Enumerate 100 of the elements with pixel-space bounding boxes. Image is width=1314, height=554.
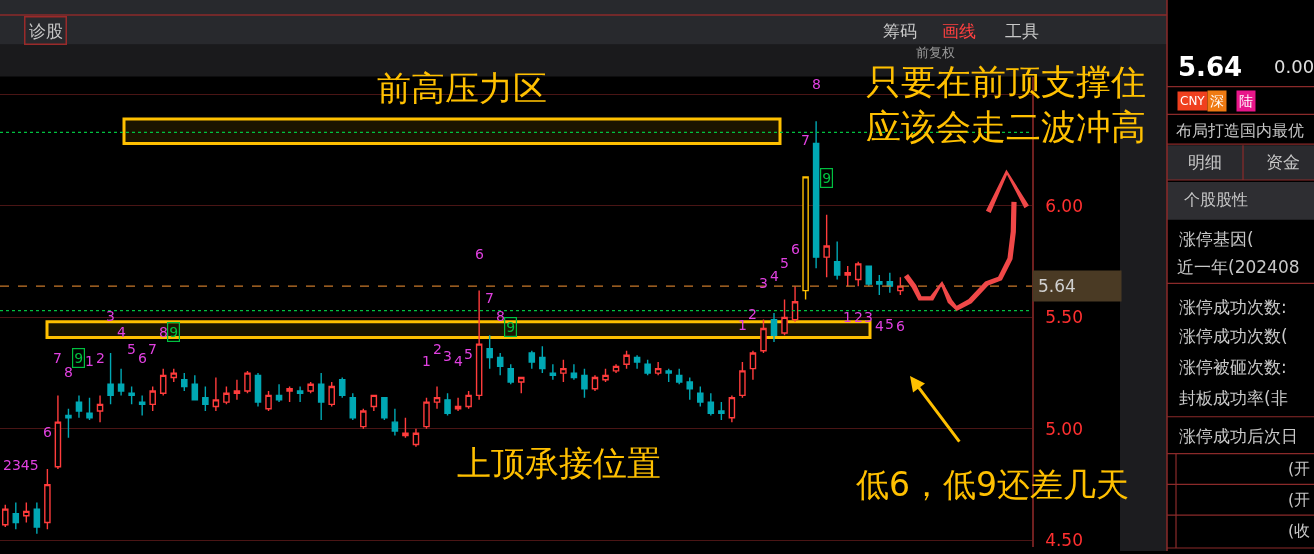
candlestick bbox=[665, 367, 672, 383]
candlestick bbox=[739, 361, 746, 399]
candlestick bbox=[212, 376, 220, 412]
candlestick bbox=[865, 265, 873, 287]
y-tick-label: 6.00 bbox=[1045, 195, 1084, 216]
annotation: 4 bbox=[875, 318, 884, 334]
candlestick bbox=[760, 318, 767, 354]
candlestick bbox=[138, 394, 146, 417]
candlestick bbox=[539, 345, 546, 374]
annotation: 8 bbox=[812, 76, 821, 92]
annotation: 8 bbox=[159, 324, 168, 340]
text: 画线 bbox=[942, 21, 976, 41]
annotation: 2345 bbox=[3, 457, 39, 473]
text: 工具 bbox=[1005, 21, 1039, 41]
candlestick bbox=[244, 370, 251, 394]
text: 布局打造国内最优 bbox=[1176, 121, 1304, 140]
candlestick bbox=[96, 394, 104, 423]
annotation: 5 bbox=[464, 346, 473, 362]
candlestick bbox=[12, 501, 20, 530]
candlestick bbox=[65, 408, 72, 439]
candlestick bbox=[202, 385, 209, 412]
candlestick bbox=[338, 376, 346, 399]
annotation: 7 bbox=[53, 350, 62, 366]
candlestick bbox=[591, 374, 599, 392]
candlestick bbox=[181, 372, 188, 392]
candlestick bbox=[854, 260, 862, 287]
candlestick bbox=[570, 363, 578, 381]
candlestick bbox=[23, 501, 30, 524]
text: 涨停成功次数: bbox=[1179, 297, 1287, 317]
candlestick bbox=[612, 363, 620, 374]
text: 资金 bbox=[1266, 152, 1300, 172]
annotation: 7 bbox=[148, 341, 157, 357]
candlestick bbox=[623, 350, 630, 370]
annotation: 3 bbox=[443, 348, 452, 364]
candlestick bbox=[697, 385, 704, 408]
candlestick bbox=[475, 289, 483, 401]
text: 封板成功率(非 bbox=[1179, 388, 1288, 408]
candlestick bbox=[86, 396, 93, 421]
candlestick bbox=[360, 408, 367, 430]
candlestick bbox=[728, 394, 736, 423]
band-label: 前高压力区 bbox=[377, 68, 547, 108]
text: 筹码 bbox=[883, 21, 917, 41]
candlestick bbox=[791, 285, 799, 323]
candlestick bbox=[381, 396, 388, 421]
annotation: 3 bbox=[106, 308, 115, 324]
annotation: 9 bbox=[74, 350, 84, 367]
candlestick bbox=[149, 385, 156, 412]
candlestick bbox=[402, 417, 409, 439]
candlestick bbox=[876, 274, 883, 296]
annotation: 低6，低9还差几天 bbox=[856, 465, 1129, 504]
candlestick bbox=[770, 312, 778, 343]
candlestick bbox=[644, 359, 651, 377]
candlestick bbox=[170, 367, 178, 383]
candlestick bbox=[833, 240, 841, 281]
ref-line-label: 5.64 bbox=[1038, 276, 1076, 296]
candlestick bbox=[633, 354, 641, 370]
text: 0.00 bbox=[1274, 56, 1314, 77]
text: 涨停成功后次日 bbox=[1179, 426, 1298, 446]
candlestick bbox=[107, 352, 114, 406]
candlestick bbox=[517, 376, 525, 394]
band-label: 上顶承接位置 bbox=[457, 443, 661, 483]
y-tick-label: 4.50 bbox=[1045, 530, 1084, 551]
candlestick bbox=[686, 376, 694, 401]
candlestick bbox=[296, 385, 304, 403]
candlestick bbox=[549, 363, 557, 381]
annotation: 6 bbox=[791, 241, 800, 257]
candlestick bbox=[391, 408, 399, 437]
candlestick bbox=[496, 352, 504, 377]
y-tick-label: 5.50 bbox=[1045, 307, 1084, 328]
candlestick bbox=[191, 374, 199, 401]
annotation: 4 bbox=[454, 353, 463, 369]
annotation: 只要在前顶支撑住 bbox=[866, 62, 1146, 102]
candlestick bbox=[54, 394, 62, 470]
candlestick bbox=[265, 390, 272, 412]
annotation: 6 bbox=[896, 318, 905, 334]
candlestick bbox=[412, 428, 420, 448]
candlestick bbox=[707, 392, 715, 417]
candlestick bbox=[328, 381, 335, 408]
candlestick bbox=[749, 350, 757, 381]
text: (收 bbox=[1288, 521, 1311, 540]
candlestick bbox=[823, 214, 830, 278]
candlestick bbox=[75, 394, 83, 419]
text: 诊股 bbox=[28, 20, 63, 41]
text: 涨停成功次数( bbox=[1179, 326, 1288, 346]
annotation: 1 bbox=[85, 353, 94, 369]
candlestick bbox=[44, 468, 51, 530]
text: (开 bbox=[1288, 459, 1311, 478]
candlestick bbox=[286, 385, 293, 403]
candlestick bbox=[233, 379, 241, 401]
annotation: 6 bbox=[138, 350, 147, 366]
candlestick bbox=[275, 383, 283, 403]
annotation: 8 bbox=[64, 364, 73, 380]
candlestick bbox=[886, 272, 894, 294]
candlestick bbox=[718, 401, 725, 421]
annotation: 应该会走二波冲高 bbox=[866, 107, 1146, 147]
text: 5.64 bbox=[1178, 52, 1243, 82]
candlestick bbox=[802, 176, 809, 301]
candlestick bbox=[223, 385, 230, 406]
candlestick bbox=[349, 392, 357, 421]
annotation: 7 bbox=[485, 290, 494, 306]
